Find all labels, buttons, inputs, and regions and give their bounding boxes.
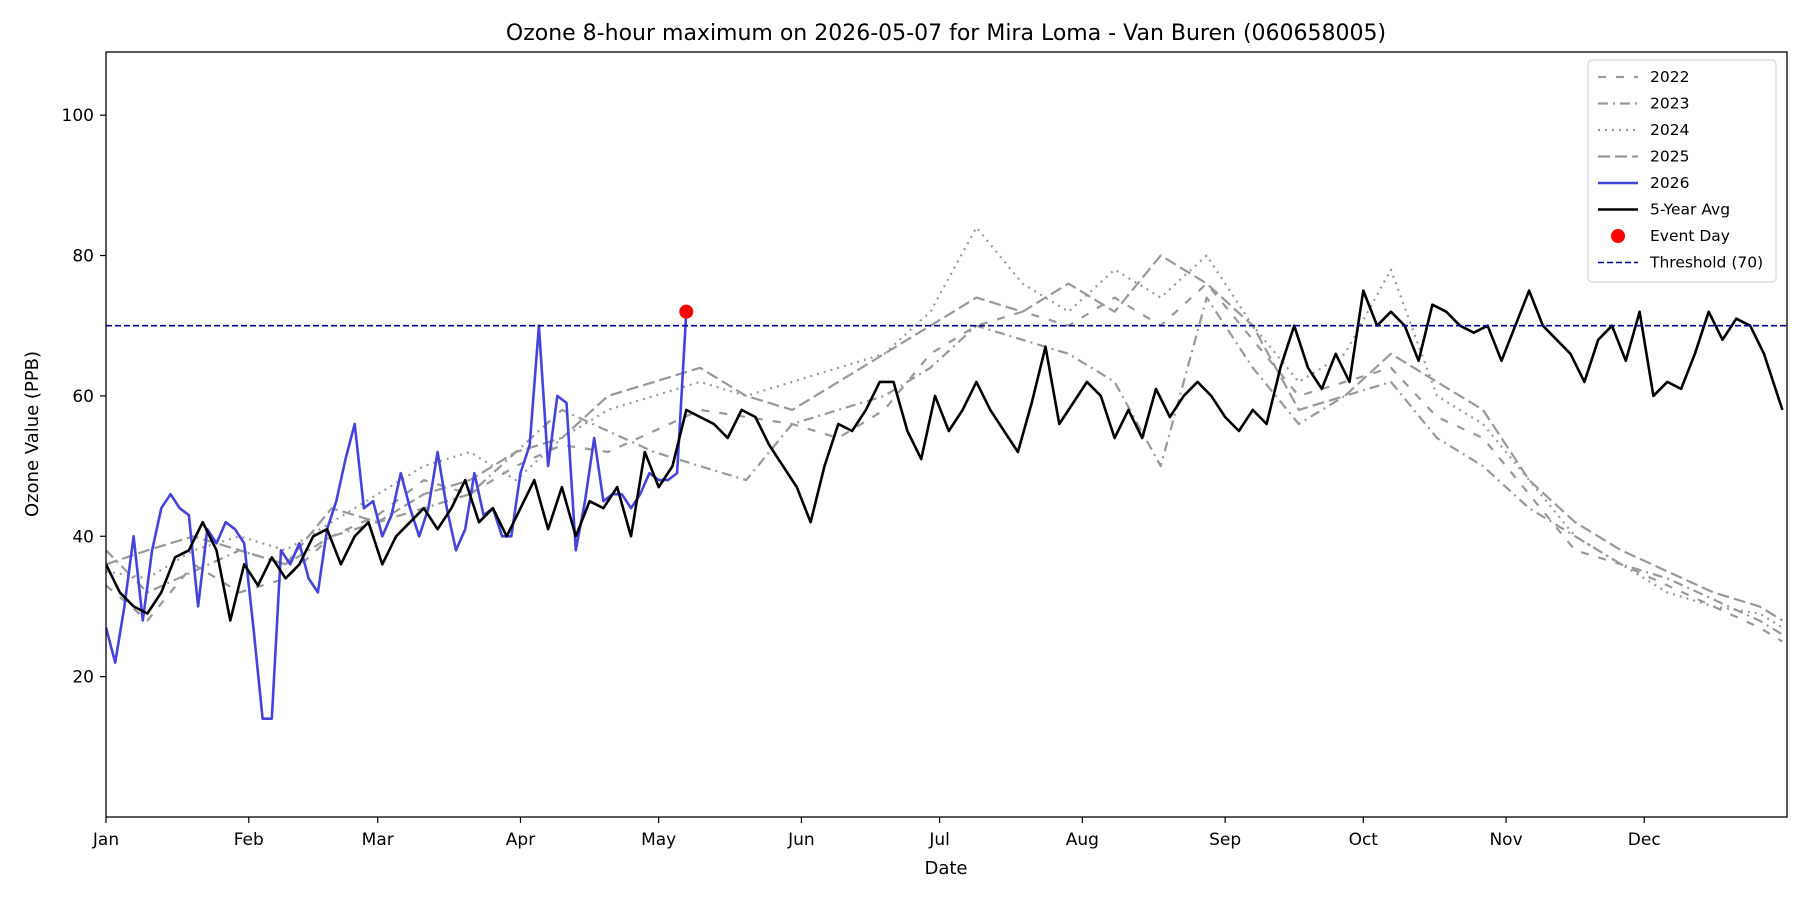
legend: 2022 2023 2024 2025 2026 5-Year Avg Event Day T…	[1587, 59, 1777, 283]
series-line-2022	[106, 282, 1783, 643]
legend-label-2022: 2022	[1650, 68, 1689, 86]
y-axis-label: Ozone Value (PPB)	[22, 351, 43, 517]
y-tick-label: 20	[72, 668, 94, 688]
chart-title: Ozone 8-hour maximum on 2026-05-07 for M…	[506, 21, 1386, 46]
legend-swatch-event-day	[1611, 229, 1625, 243]
series-line-5-year-avg	[106, 289, 1784, 622]
x-tick-label: Mar	[362, 830, 394, 850]
legend-label-2024: 2024	[1650, 121, 1689, 139]
x-axis-label: Date	[924, 858, 967, 879]
y-tick-label: 40	[72, 527, 94, 547]
plot-area-frame	[105, 51, 1788, 818]
event-layer	[679, 304, 694, 319]
series-line-2023	[106, 296, 1783, 636]
x-tick-label: Oct	[1349, 830, 1379, 850]
legend-label-2026: 2026	[1650, 174, 1689, 192]
y-tick-label: 60	[72, 387, 94, 407]
y-axis: 20 40 60 80 100	[62, 106, 106, 688]
legend-label-event-day: Event Day	[1650, 227, 1730, 245]
x-tick-label: Dec	[1628, 830, 1661, 850]
y-tick-label: 80	[72, 247, 94, 267]
legend-label-5-year-avg: 5-Year Avg	[1650, 201, 1730, 219]
legend-label-2025: 2025	[1650, 148, 1689, 166]
x-axis: Jan Feb Mar Apr May Jun Jul Aug Sep Oct Nov Dec	[92, 817, 1661, 850]
series-line-2026	[106, 311, 688, 720]
x-tick-label: Jun	[787, 830, 815, 850]
x-tick-label: Feb	[234, 830, 264, 850]
legend-box	[1587, 59, 1777, 283]
x-tick-label: Sep	[1209, 830, 1241, 850]
series-line-2025	[106, 254, 1783, 622]
legend-label-threshold-70-: Threshold (70)	[1649, 254, 1763, 272]
y-tick-label: 100	[62, 106, 94, 126]
series-layer	[106, 226, 1784, 720]
x-tick-label: Jul	[928, 830, 950, 850]
x-tick-label: Aug	[1066, 830, 1099, 850]
x-tick-label: Jan	[92, 830, 119, 850]
x-tick-label: Apr	[506, 830, 535, 850]
x-tick-label: Nov	[1489, 830, 1522, 850]
series-line-2024	[106, 226, 1783, 629]
x-tick-label: May	[641, 830, 676, 850]
event-day-marker	[679, 304, 694, 319]
legend-label-2023: 2023	[1650, 95, 1689, 113]
